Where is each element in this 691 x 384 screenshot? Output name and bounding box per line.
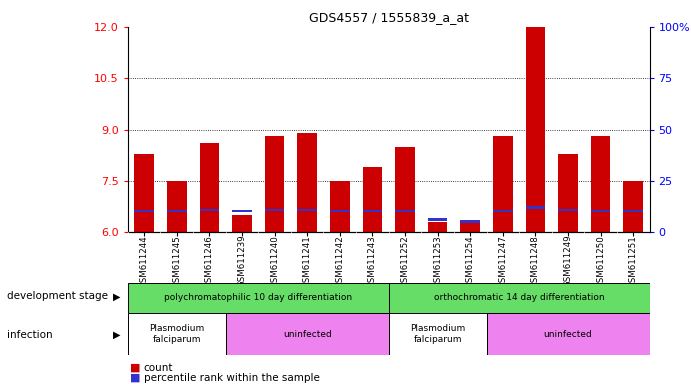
Bar — [460, 222, 480, 232]
Bar — [623, 210, 643, 212]
Bar — [200, 143, 219, 232]
Text: GSM611239: GSM611239 — [238, 235, 247, 288]
Bar — [526, 207, 545, 209]
Bar — [297, 209, 317, 211]
Text: GSM611246: GSM611246 — [205, 235, 214, 288]
Bar — [486, 313, 650, 355]
Text: GSM611242: GSM611242 — [335, 235, 344, 288]
Text: GSM611251: GSM611251 — [629, 235, 638, 288]
Text: uninfected: uninfected — [544, 329, 592, 339]
Bar — [623, 181, 643, 232]
Text: GSM611248: GSM611248 — [531, 235, 540, 288]
Bar — [395, 147, 415, 232]
Bar — [167, 210, 187, 212]
Bar — [460, 220, 480, 223]
Text: GSM611241: GSM611241 — [303, 235, 312, 288]
Text: development stage: development stage — [7, 291, 108, 301]
Text: Plasmodium
falciparum: Plasmodium falciparum — [410, 324, 465, 344]
Bar — [297, 133, 317, 232]
Text: Plasmodium
falciparum: Plasmodium falciparum — [149, 324, 205, 344]
Bar — [330, 210, 350, 212]
Text: GSM611244: GSM611244 — [140, 235, 149, 288]
Bar — [493, 210, 513, 212]
Text: ▶: ▶ — [113, 330, 120, 340]
Bar — [558, 154, 578, 232]
Text: ■: ■ — [130, 373, 140, 383]
Bar — [265, 209, 285, 211]
Bar — [526, 27, 545, 232]
Text: count: count — [144, 363, 173, 373]
Text: infection: infection — [7, 330, 53, 340]
Text: GSM611245: GSM611245 — [172, 235, 181, 288]
Bar — [428, 222, 447, 232]
Text: orthochromatic 14 day differentiation: orthochromatic 14 day differentiation — [434, 293, 605, 303]
Bar — [167, 181, 187, 232]
Bar — [428, 218, 447, 220]
Bar — [134, 210, 154, 212]
Text: GSM611243: GSM611243 — [368, 235, 377, 288]
Bar — [591, 210, 610, 212]
Text: ▶: ▶ — [113, 291, 120, 301]
Text: uninfected: uninfected — [283, 329, 332, 339]
Text: ■: ■ — [130, 363, 140, 373]
Bar — [363, 167, 382, 232]
Bar — [591, 136, 610, 232]
Text: GSM611253: GSM611253 — [433, 235, 442, 288]
Bar — [232, 215, 252, 232]
Bar — [134, 154, 154, 232]
Bar — [558, 209, 578, 211]
Bar — [388, 313, 486, 355]
Bar — [388, 283, 650, 313]
Bar — [493, 136, 513, 232]
Bar — [232, 210, 252, 212]
Text: GSM611249: GSM611249 — [564, 235, 573, 288]
Bar — [330, 181, 350, 232]
Text: GSM611252: GSM611252 — [401, 235, 410, 288]
Text: GSM611254: GSM611254 — [466, 235, 475, 288]
Text: GSM611250: GSM611250 — [596, 235, 605, 288]
Bar — [363, 210, 382, 212]
Bar — [226, 313, 388, 355]
Text: GSM611240: GSM611240 — [270, 235, 279, 288]
Bar — [128, 283, 388, 313]
Text: polychromatophilic 10 day differentiation: polychromatophilic 10 day differentiatio… — [164, 293, 352, 303]
Bar — [200, 209, 219, 211]
Text: percentile rank within the sample: percentile rank within the sample — [144, 373, 320, 383]
Bar — [265, 136, 285, 232]
Text: GSM611247: GSM611247 — [498, 235, 507, 288]
Bar — [128, 313, 226, 355]
Bar — [395, 210, 415, 212]
Title: GDS4557 / 1555839_a_at: GDS4557 / 1555839_a_at — [309, 11, 468, 24]
